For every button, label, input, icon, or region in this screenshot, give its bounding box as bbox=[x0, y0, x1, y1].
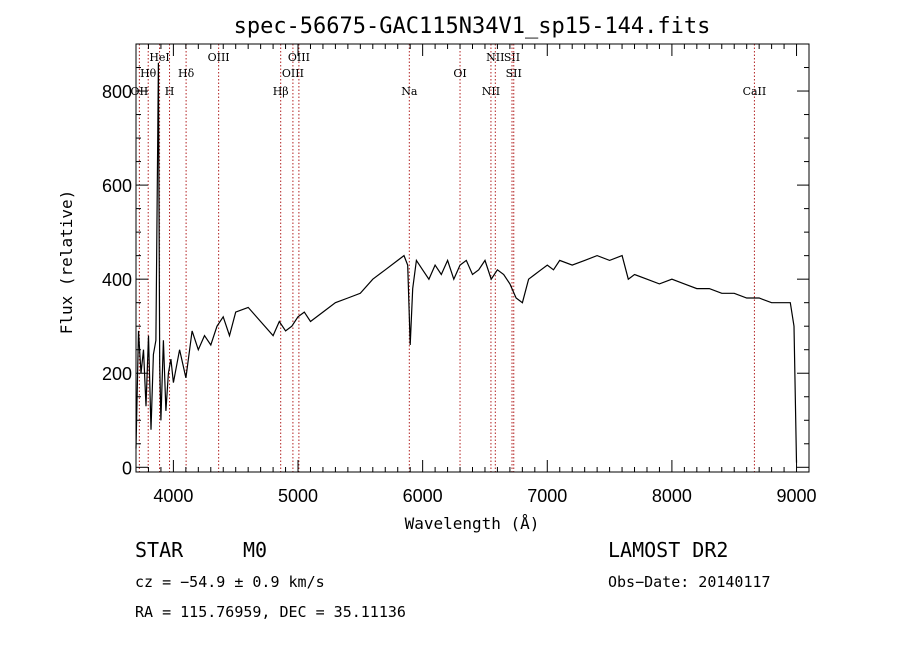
x-tick-label-0: 4000 bbox=[153, 486, 193, 506]
x-tick-label-2: 6000 bbox=[403, 486, 443, 506]
line-label-10: OI bbox=[453, 67, 466, 80]
line-label-11: NII bbox=[482, 85, 500, 98]
line-label-4: Hδ bbox=[178, 67, 195, 80]
line-label-5: OIII bbox=[208, 51, 230, 64]
y-tick-label-4: 800 bbox=[102, 82, 132, 102]
redshift-velocity: cz = −54.9 ± 0.9 km/s bbox=[135, 573, 325, 591]
y-tick-label-2: 400 bbox=[102, 270, 132, 290]
plot-frame bbox=[135, 43, 810, 473]
x-axis-ticks: 4000 5000 6000 7000 8000 9000 bbox=[135, 44, 817, 506]
line-label-12: NII bbox=[486, 51, 504, 64]
object-class: STAR bbox=[135, 538, 184, 562]
object-subclass: M0 bbox=[243, 538, 268, 562]
y-tick-label-0: 0 bbox=[122, 458, 132, 478]
line-label-13: SII bbox=[504, 51, 520, 64]
line-label-14: SII bbox=[506, 67, 522, 80]
coordinates: RA = 115.76959, DEC = 35.11136 bbox=[135, 603, 406, 621]
y-axis-label: Flux (relative) bbox=[57, 190, 76, 335]
line-label-9: Na bbox=[401, 85, 418, 98]
line-label-2: HeI bbox=[149, 51, 169, 64]
y-tick-label-1: 200 bbox=[102, 364, 132, 384]
chart-title: spec-56675-GAC115N34V1_sp15-144.fits bbox=[234, 14, 711, 39]
line-label-1: Hθ bbox=[140, 67, 157, 80]
observation-date: Obs−Date: 20140117 bbox=[608, 573, 771, 591]
x-axis-label: Wavelength (Å) bbox=[405, 514, 540, 533]
y-axis-ticks: 0 200 400 600 800 bbox=[102, 43, 809, 478]
line-label-7: OIII bbox=[282, 67, 304, 80]
line-label-3: H bbox=[165, 85, 175, 98]
line-label-15: CaII bbox=[743, 85, 767, 98]
spectrum-line bbox=[135, 62, 798, 463]
x-tick-label-4: 8000 bbox=[652, 486, 692, 506]
x-tick-label-5: 9000 bbox=[777, 486, 817, 506]
survey-name: LAMOST DR2 bbox=[608, 538, 729, 562]
x-tick-label-3: 7000 bbox=[527, 486, 567, 506]
y-tick-label-3: 600 bbox=[102, 176, 132, 196]
x-tick-label-1: 5000 bbox=[278, 486, 318, 506]
line-label-6: Hβ bbox=[273, 85, 289, 98]
line-label-8: OIII bbox=[288, 51, 310, 64]
